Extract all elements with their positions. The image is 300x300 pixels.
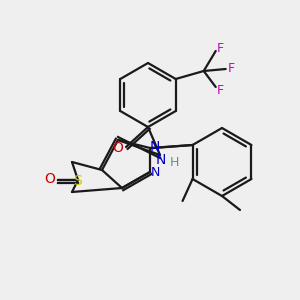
Text: S: S — [73, 174, 81, 188]
Text: O: O — [112, 141, 123, 155]
Text: N: N — [150, 167, 160, 179]
Text: F: F — [217, 83, 224, 97]
Text: N: N — [156, 153, 166, 167]
Text: F: F — [228, 62, 235, 76]
Text: N: N — [150, 140, 160, 154]
Text: F: F — [217, 41, 224, 55]
Text: O: O — [45, 172, 56, 186]
Text: H: H — [169, 157, 179, 169]
